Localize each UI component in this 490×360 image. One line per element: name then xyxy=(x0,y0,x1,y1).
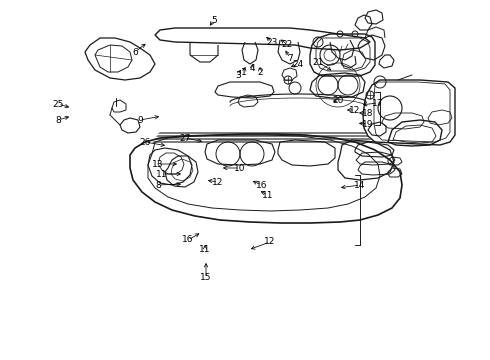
Text: 23: 23 xyxy=(266,37,278,46)
Text: 13: 13 xyxy=(152,159,164,168)
Text: 7: 7 xyxy=(287,54,293,63)
Text: 12: 12 xyxy=(349,105,361,114)
Text: 18: 18 xyxy=(362,108,374,117)
Text: 22: 22 xyxy=(281,40,293,49)
Text: 8: 8 xyxy=(155,180,161,189)
Text: 1: 1 xyxy=(241,68,247,77)
Text: 25: 25 xyxy=(52,99,64,108)
Text: 4: 4 xyxy=(249,63,255,72)
Text: 2: 2 xyxy=(257,68,263,77)
Text: 27: 27 xyxy=(179,134,191,143)
Text: 26: 26 xyxy=(139,138,151,147)
Text: 12: 12 xyxy=(264,238,276,247)
Text: 10: 10 xyxy=(234,163,246,172)
Text: 16: 16 xyxy=(182,235,194,244)
Text: 12: 12 xyxy=(212,177,224,186)
Text: 24: 24 xyxy=(293,59,304,68)
Text: 5: 5 xyxy=(211,15,217,24)
Text: 14: 14 xyxy=(354,180,366,189)
Text: 6: 6 xyxy=(132,48,138,57)
Text: 3: 3 xyxy=(235,71,241,80)
Text: 21: 21 xyxy=(312,58,324,67)
Text: 11: 11 xyxy=(156,170,168,179)
Text: 15: 15 xyxy=(200,274,212,283)
Text: 9: 9 xyxy=(137,116,143,125)
Text: 11: 11 xyxy=(199,246,211,255)
Text: 17: 17 xyxy=(372,99,384,108)
Text: 8: 8 xyxy=(55,116,61,125)
Text: 20: 20 xyxy=(332,95,343,104)
Text: 11: 11 xyxy=(262,190,274,199)
Text: 16: 16 xyxy=(256,180,268,189)
Text: 19: 19 xyxy=(362,120,374,129)
